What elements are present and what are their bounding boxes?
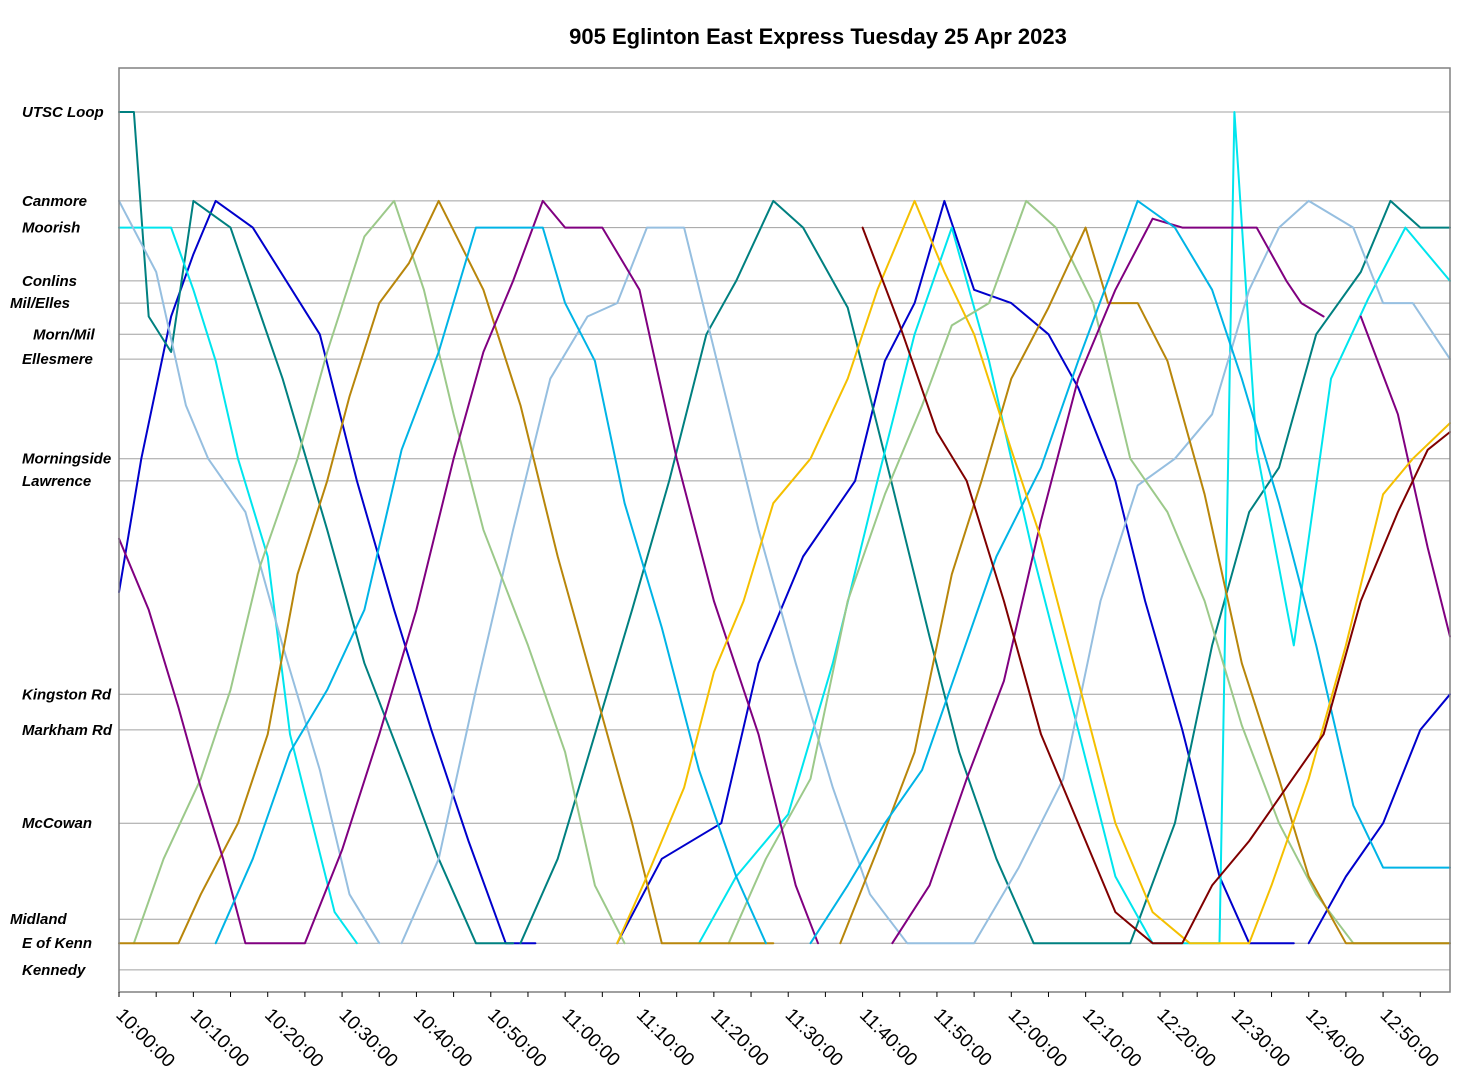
tick-label-1: 10:10:00	[186, 1005, 253, 1072]
stop-label-3: Conlins	[22, 273, 77, 290]
trip-line-6	[698, 111, 1451, 945]
stop-label-14: Kennedy	[22, 962, 86, 979]
stop-label-11: McCowan	[22, 815, 92, 832]
tick-label-10: 11:40:00	[855, 1005, 921, 1071]
stop-label-9: Kingston Rd	[22, 686, 112, 703]
trip-line-12	[839, 226, 1451, 945]
tick-label-13: 12:10:00	[1078, 1005, 1145, 1072]
tick-label-8: 11:20:00	[706, 1005, 772, 1071]
stop-label-0: UTSC Loop	[22, 104, 104, 121]
trip-line-18	[616, 199, 1451, 945]
tick-label-6: 11:00:00	[558, 1005, 624, 1071]
trip-line-1	[616, 199, 1295, 945]
stop-label-7: Morningside	[22, 451, 111, 468]
tick-label-17: 12:50:00	[1376, 1005, 1443, 1072]
trip-line-19	[861, 226, 1451, 945]
plot-frame	[118, 67, 1451, 993]
trip-line-7	[118, 199, 381, 945]
trip-line-15	[1359, 315, 1451, 638]
trip-line-8	[400, 199, 1451, 945]
time-axis: 10:00:00 10:10:00 10:20:00 10:30:00 10:40:00…	[111, 992, 1443, 1072]
stop-label-8: Lawrence	[22, 473, 91, 490]
tick-label-0: 10:00:00	[111, 1005, 178, 1072]
trip-line-17	[809, 199, 1451, 945]
trip-line-9	[132, 199, 626, 945]
tick-label-7: 11:10:00	[632, 1005, 698, 1071]
trip-line-4	[519, 199, 1451, 945]
trip-line-0	[118, 199, 537, 945]
trip-line-13	[118, 199, 819, 945]
tick-label-16: 12:40:00	[1301, 1005, 1368, 1072]
stop-label-5: Morn/Mil	[33, 326, 95, 343]
trip-line-14	[891, 217, 1325, 945]
tick-label-4: 10:40:00	[409, 1005, 476, 1072]
stop-label-10: Markham Rd	[22, 722, 113, 739]
tick-label-9: 11:30:00	[781, 1005, 847, 1071]
trip-line-10	[727, 199, 1451, 945]
tick-label-11: 11:50:00	[929, 1005, 995, 1071]
stop-labels: UTSC Loop Canmore Moorish Conlins Mil/Elles M…	[10, 104, 113, 979]
trip-line-2	[1307, 693, 1451, 945]
trip-line-11	[118, 199, 775, 945]
stop-label-6: Ellesmere	[22, 351, 93, 368]
tick-label-14: 12:20:00	[1152, 1005, 1219, 1072]
tick-label-15: 12:30:00	[1227, 1005, 1294, 1072]
stop-label-2: Moorish	[22, 220, 80, 237]
tick-label-2: 10:20:00	[260, 1005, 327, 1072]
trip-lines	[118, 111, 1451, 945]
trip-line-3	[118, 111, 515, 945]
stop-label-12: Midland	[10, 911, 67, 928]
stop-label-13: E of Kenn	[22, 935, 92, 952]
chart-title: 905 Eglinton East Express Tuesday 25 Apr…	[569, 24, 1067, 49]
tick-label-12: 12:00:00	[1004, 1005, 1071, 1072]
tick-label-3: 10:30:00	[335, 1005, 402, 1072]
tick-label-5: 10:50:00	[483, 1005, 550, 1072]
stop-label-4: Mil/Elles	[10, 295, 70, 312]
stop-label-1: Canmore	[22, 193, 87, 210]
trip-line-16	[214, 226, 767, 945]
trip-line-5	[118, 226, 358, 945]
